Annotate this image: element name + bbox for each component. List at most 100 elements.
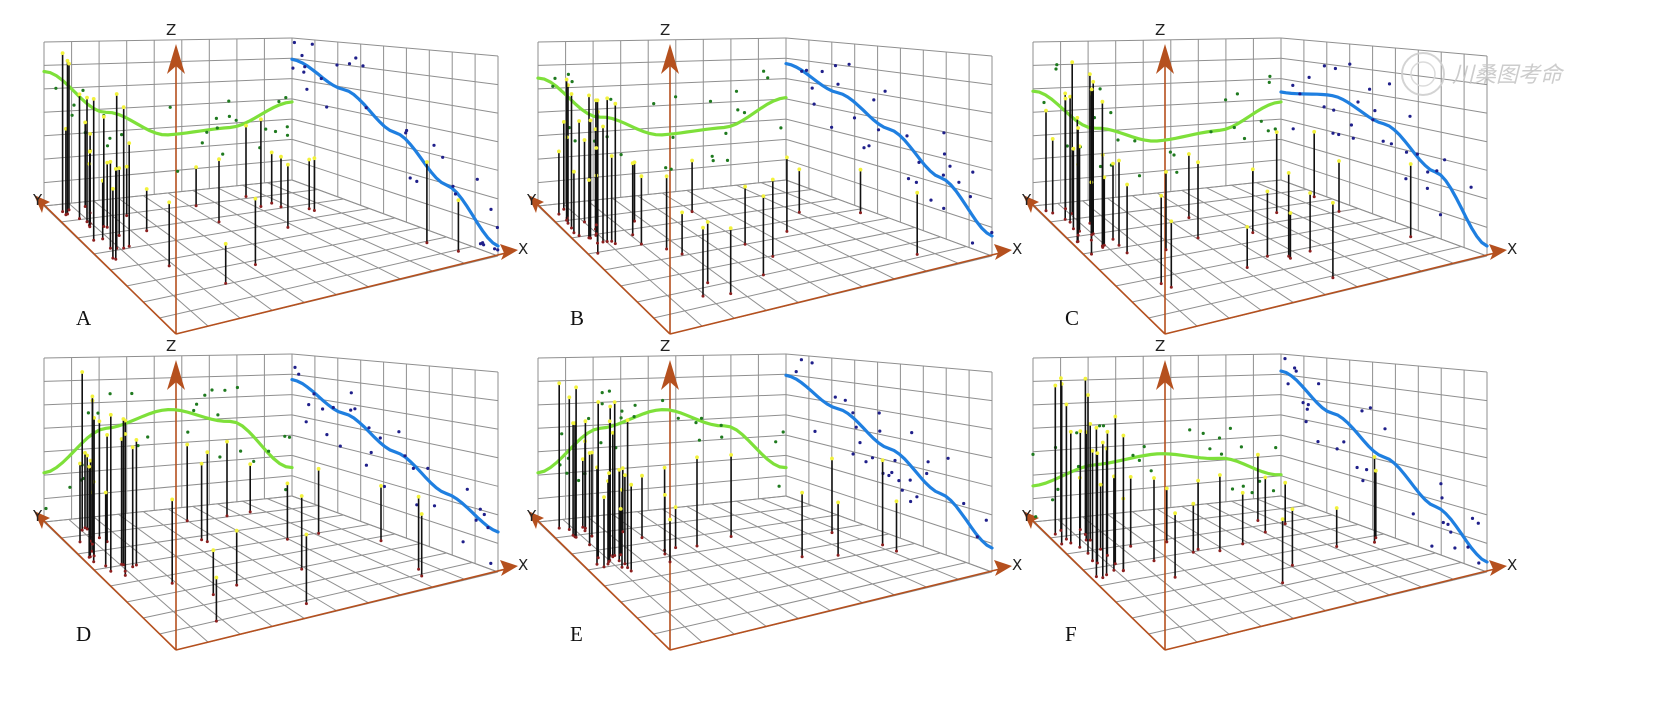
stem-top [761, 194, 766, 199]
gridline [537, 118, 787, 137]
blue-point [304, 420, 308, 424]
green-point [195, 402, 199, 406]
x-axis [1164, 251, 1500, 335]
z-axis-label: Z [1155, 21, 1165, 39]
stem-top [557, 149, 561, 154]
green-point [120, 133, 124, 137]
gridline [1131, 236, 1436, 303]
stem-top [617, 467, 622, 472]
stem-base [915, 252, 919, 256]
blue-point [975, 535, 979, 539]
green-point [777, 484, 781, 488]
y-axis [531, 198, 671, 335]
green-point [252, 459, 256, 463]
stem-base [1105, 553, 1109, 557]
stem-base [1051, 211, 1055, 215]
green-point [781, 430, 785, 434]
x-axis-label: X [1012, 556, 1022, 574]
stem-base [167, 264, 171, 268]
stem-top [1196, 160, 1200, 165]
stem-top [1191, 501, 1196, 506]
stem-top [583, 419, 588, 424]
panels-layer: Z X Y A Z X Y B Z X Y C Z X Y D Z X Y E Z X Y F [32, 21, 1517, 651]
gridline [142, 236, 447, 303]
blue-point [1383, 427, 1387, 431]
stem-base [836, 553, 840, 557]
blue-point [957, 180, 961, 184]
stem-base [1331, 276, 1335, 280]
z-axis-arrow [1156, 360, 1174, 390]
gridline [1032, 57, 1282, 66]
stem-base [1099, 547, 1103, 551]
blue-point [813, 429, 817, 433]
blue-trend-curve [290, 57, 500, 248]
stem-top [108, 159, 113, 164]
blue-point [482, 512, 486, 517]
green-point [1065, 144, 1069, 148]
stem-base [102, 225, 106, 228]
green-point [674, 95, 678, 99]
stem-top [580, 457, 585, 461]
stem-top [1059, 376, 1063, 381]
blue-point [1371, 118, 1375, 122]
stem-top [894, 499, 899, 504]
x-axis-arrow [500, 244, 518, 260]
blue-point [970, 241, 975, 245]
green-point [1228, 426, 1232, 430]
stem-base [617, 559, 621, 563]
stem-top [1088, 72, 1092, 76]
blue-point [1348, 62, 1352, 66]
stem-top [88, 132, 92, 136]
green-point [1054, 67, 1058, 71]
blue-point [1415, 152, 1419, 156]
y-axis [37, 198, 177, 335]
stem-top [1078, 429, 1083, 433]
green-point [652, 102, 656, 106]
gridline [537, 179, 787, 207]
green-point [1224, 98, 1228, 102]
stem-base [729, 292, 733, 296]
stem-base [1251, 231, 1255, 235]
blue-point [1426, 170, 1430, 174]
blue-point [354, 56, 358, 60]
blue-point [1294, 369, 1298, 373]
gridline [785, 373, 993, 402]
stem-top [613, 101, 618, 106]
green-point [669, 167, 673, 171]
green-point [577, 478, 581, 483]
stem-base [1191, 550, 1195, 554]
gridline [1032, 78, 1282, 90]
gridline [537, 353, 787, 359]
stem-top [65, 58, 70, 63]
stem-top [1071, 146, 1076, 151]
blue-point [426, 466, 430, 470]
gridline [76, 514, 344, 555]
y-axis [1026, 198, 1166, 335]
blue-point [411, 466, 415, 470]
stem-base [127, 244, 131, 248]
blue-point [382, 484, 386, 489]
stem-top [673, 505, 678, 510]
stem-top [797, 167, 802, 172]
stem-top [80, 370, 85, 374]
stem-base [1089, 238, 1093, 242]
y-axis-arrow [34, 195, 50, 213]
stem-top [1100, 440, 1105, 445]
stem-base [1165, 540, 1169, 544]
stem-top [1088, 422, 1093, 426]
green-point [1098, 424, 1102, 428]
stem-top [419, 512, 424, 516]
blue-point [900, 488, 904, 492]
stem-top [1064, 402, 1069, 407]
stem-top [1068, 94, 1072, 99]
green-point [192, 408, 196, 413]
stem-base [695, 544, 699, 548]
stem-top [253, 196, 258, 201]
blue-point [1477, 561, 1481, 565]
stem-top [1331, 200, 1335, 205]
blue-point [405, 128, 409, 133]
blue-point [321, 407, 325, 411]
blue-point [1408, 114, 1412, 118]
blue-point [1387, 82, 1392, 86]
gridline [785, 353, 993, 373]
